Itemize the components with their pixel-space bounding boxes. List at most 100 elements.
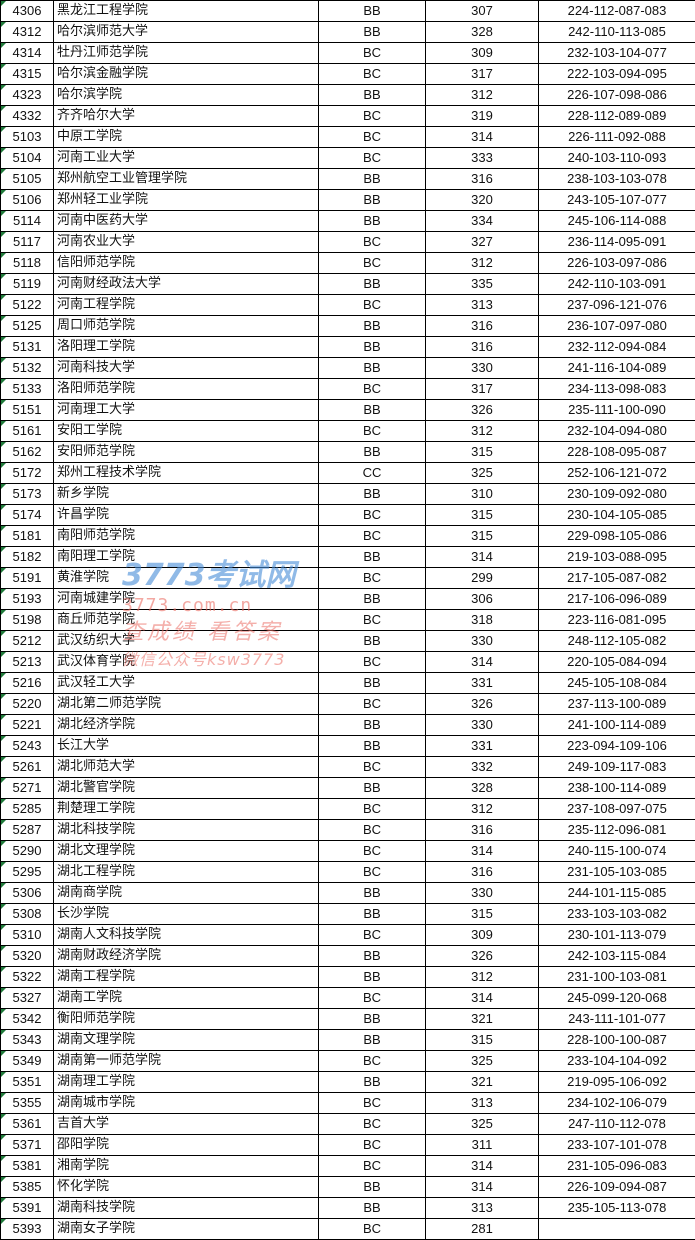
subject-grade-cell[interactable]: BC xyxy=(318,756,426,778)
subject-grade-cell[interactable]: BB xyxy=(318,630,426,652)
school-name-cell[interactable]: 邵阳学院 xyxy=(53,1134,319,1156)
score-breakdown-cell[interactable]: 228-100-100-087 xyxy=(538,1029,695,1051)
school-name-cell[interactable]: 衡阳师范学院 xyxy=(53,1008,319,1030)
total-score-cell[interactable]: 314 xyxy=(425,840,539,862)
score-breakdown-cell[interactable]: 226-109-094-087 xyxy=(538,1176,695,1198)
school-name-cell[interactable]: 湖北师范大学 xyxy=(53,756,319,778)
score-breakdown-cell[interactable]: 232-104-094-080 xyxy=(538,420,695,442)
subject-grade-cell[interactable]: BC xyxy=(318,1113,426,1135)
subject-grade-cell[interactable]: BB xyxy=(318,1071,426,1093)
subject-grade-cell[interactable]: BB xyxy=(318,546,426,568)
subject-grade-cell[interactable]: BB xyxy=(318,189,426,211)
score-breakdown-cell[interactable]: 223-116-081-095 xyxy=(538,609,695,631)
subject-grade-cell[interactable]: BB xyxy=(318,210,426,232)
school-code-cell[interactable]: 5308 xyxy=(0,903,54,925)
school-name-cell[interactable]: 湖南人文科技学院 xyxy=(53,924,319,946)
school-code-cell[interactable]: 5320 xyxy=(0,945,54,967)
school-name-cell[interactable]: 安阳工学院 xyxy=(53,420,319,442)
subject-grade-cell[interactable]: BB xyxy=(318,903,426,925)
school-name-cell[interactable]: 河南科技大学 xyxy=(53,357,319,379)
score-breakdown-cell[interactable]: 243-105-107-077 xyxy=(538,189,695,211)
score-breakdown-cell[interactable]: 230-109-092-080 xyxy=(538,483,695,505)
school-code-cell[interactable]: 4323 xyxy=(0,84,54,106)
subject-grade-cell[interactable]: BC xyxy=(318,252,426,274)
school-name-cell[interactable]: 河南工业大学 xyxy=(53,147,319,169)
total-score-cell[interactable]: 328 xyxy=(425,21,539,43)
score-breakdown-cell[interactable]: 231-105-096-083 xyxy=(538,1155,695,1177)
total-score-cell[interactable]: 310 xyxy=(425,483,539,505)
score-breakdown-cell[interactable]: 217-105-087-082 xyxy=(538,567,695,589)
school-name-cell[interactable]: 信阳师范学院 xyxy=(53,252,319,274)
subject-grade-cell[interactable]: BB xyxy=(318,1029,426,1051)
score-breakdown-cell[interactable]: 234-102-106-079 xyxy=(538,1092,695,1114)
school-name-cell[interactable]: 湖南工程学院 xyxy=(53,966,319,988)
school-code-cell[interactable]: 5351 xyxy=(0,1071,54,1093)
subject-grade-cell[interactable]: BC xyxy=(318,987,426,1009)
subject-grade-cell[interactable]: BB xyxy=(318,357,426,379)
school-code-cell[interactable]: 5327 xyxy=(0,987,54,1009)
school-code-cell[interactable]: 5162 xyxy=(0,441,54,463)
score-breakdown-cell[interactable]: 243-111-101-077 xyxy=(538,1008,695,1030)
subject-grade-cell[interactable]: BC xyxy=(318,798,426,820)
subject-grade-cell[interactable]: CC xyxy=(318,462,426,484)
school-name-cell[interactable]: 郑州航空工业管理学院 xyxy=(53,168,319,190)
score-breakdown-cell[interactable]: 240-103-110-093 xyxy=(538,147,695,169)
school-name-cell[interactable]: 怀化学院 xyxy=(53,1176,319,1198)
subject-grade-cell[interactable]: BC xyxy=(318,63,426,85)
school-code-cell[interactable]: 5172 xyxy=(0,462,54,484)
school-code-cell[interactable]: 5119 xyxy=(0,273,54,295)
score-breakdown-cell[interactable]: 235-105-113-078 xyxy=(538,1197,695,1219)
school-code-cell[interactable]: 5133 xyxy=(0,378,54,400)
school-name-cell[interactable]: 哈尔滨师范大学 xyxy=(53,21,319,43)
school-code-cell[interactable]: 5213 xyxy=(0,651,54,673)
score-breakdown-cell[interactable]: 237-113-100-089 xyxy=(538,693,695,715)
school-name-cell[interactable]: 牡丹江师范学院 xyxy=(53,42,319,64)
school-name-cell[interactable]: 湖北经济学院 xyxy=(53,714,319,736)
score-breakdown-cell[interactable]: 236-114-095-091 xyxy=(538,231,695,253)
total-score-cell[interactable]: 314 xyxy=(425,546,539,568)
total-score-cell[interactable]: 331 xyxy=(425,735,539,757)
total-score-cell[interactable]: 325 xyxy=(425,1113,539,1135)
subject-grade-cell[interactable]: BC xyxy=(318,1050,426,1072)
score-breakdown-cell[interactable]: 237-108-097-075 xyxy=(538,798,695,820)
total-score-cell[interactable]: 334 xyxy=(425,210,539,232)
school-name-cell[interactable]: 吉首大学 xyxy=(53,1113,319,1135)
score-breakdown-cell[interactable]: 241-100-114-089 xyxy=(538,714,695,736)
score-breakdown-cell[interactable]: 232-103-104-077 xyxy=(538,42,695,64)
subject-grade-cell[interactable]: BB xyxy=(318,21,426,43)
subject-grade-cell[interactable]: BB xyxy=(318,945,426,967)
score-breakdown-cell[interactable]: 220-105-084-094 xyxy=(538,651,695,673)
school-code-cell[interactable]: 5122 xyxy=(0,294,54,316)
school-code-cell[interactable]: 5355 xyxy=(0,1092,54,1114)
school-name-cell[interactable]: 湖南工学院 xyxy=(53,987,319,1009)
subject-grade-cell[interactable]: BB xyxy=(318,441,426,463)
school-code-cell[interactable]: 5261 xyxy=(0,756,54,778)
total-score-cell[interactable]: 315 xyxy=(425,525,539,547)
school-code-cell[interactable]: 5174 xyxy=(0,504,54,526)
school-code-cell[interactable]: 5361 xyxy=(0,1113,54,1135)
school-name-cell[interactable]: 武汉轻工大学 xyxy=(53,672,319,694)
total-score-cell[interactable]: 315 xyxy=(425,441,539,463)
school-code-cell[interactable]: 5106 xyxy=(0,189,54,211)
subject-grade-cell[interactable]: BC xyxy=(318,861,426,883)
school-code-cell[interactable]: 4332 xyxy=(0,105,54,127)
total-score-cell[interactable]: 312 xyxy=(425,420,539,442)
subject-grade-cell[interactable]: BC xyxy=(318,147,426,169)
total-score-cell[interactable]: 330 xyxy=(425,882,539,904)
total-score-cell[interactable]: 326 xyxy=(425,399,539,421)
total-score-cell[interactable]: 313 xyxy=(425,294,539,316)
school-name-cell[interactable]: 湖北第二师范学院 xyxy=(53,693,319,715)
total-score-cell[interactable]: 314 xyxy=(425,987,539,1009)
total-score-cell[interactable]: 320 xyxy=(425,189,539,211)
total-score-cell[interactable]: 325 xyxy=(425,462,539,484)
school-code-cell[interactable]: 5212 xyxy=(0,630,54,652)
score-breakdown-cell[interactable]: 234-113-098-083 xyxy=(538,378,695,400)
score-breakdown-cell[interactable]: 242-110-113-085 xyxy=(538,21,695,43)
subject-grade-cell[interactable]: BB xyxy=(318,714,426,736)
score-breakdown-cell[interactable]: 226-103-097-086 xyxy=(538,252,695,274)
school-code-cell[interactable]: 5193 xyxy=(0,588,54,610)
score-breakdown-cell[interactable]: 233-104-104-092 xyxy=(538,1050,695,1072)
school-name-cell[interactable]: 南阳师范学院 xyxy=(53,525,319,547)
total-score-cell[interactable]: 311 xyxy=(425,1134,539,1156)
subject-grade-cell[interactable]: BB xyxy=(318,588,426,610)
